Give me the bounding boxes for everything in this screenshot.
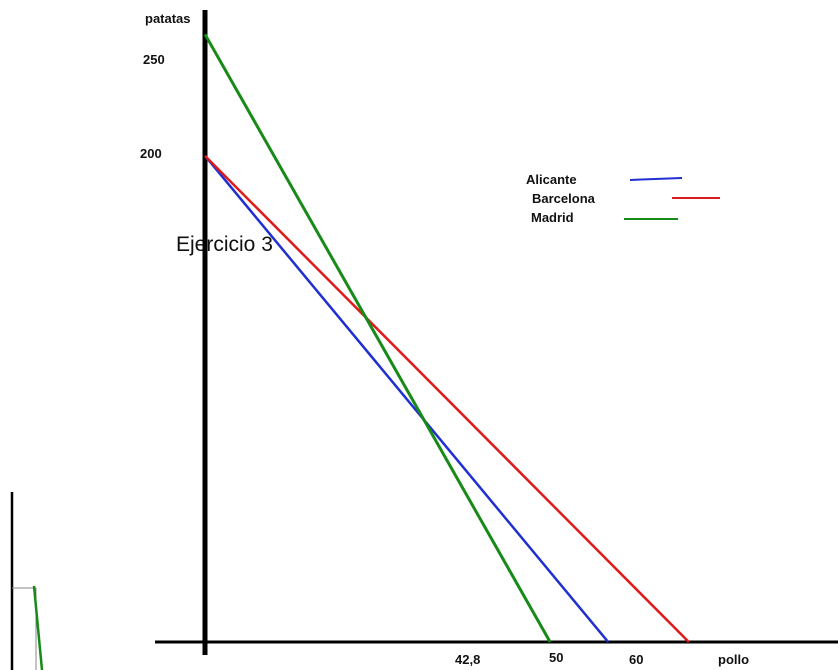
legend-label-barcelona: Barcelona (532, 191, 596, 206)
legend-label-alicante: Alicante (526, 172, 577, 187)
series-line-alicante (204, 155, 610, 643)
x-tick-label-50: 50 (549, 650, 563, 665)
cropped-figure-fragment (10, 492, 44, 670)
series-line-barcelona (204, 154, 690, 643)
x-tick-label-42-8: 42,8 (455, 652, 480, 667)
y-tick-label-200: 200 (140, 146, 162, 161)
legend-label-madrid: Madrid (531, 210, 574, 225)
y-tick-label-250: 250 (143, 52, 165, 67)
x-tick-label-60: 60 (629, 652, 643, 667)
series-layer (203, 33, 690, 643)
page-title: Ejercicio 3 (176, 233, 273, 256)
series-line-madrid (203, 33, 552, 643)
legend-swatch-alicante (629, 177, 683, 181)
legend: Alicante Barcelona Madrid (526, 172, 720, 225)
x-axis-label: pollo (718, 652, 749, 667)
y-axis-label: patatas (145, 11, 191, 26)
fragment-green-line (32, 585, 44, 670)
